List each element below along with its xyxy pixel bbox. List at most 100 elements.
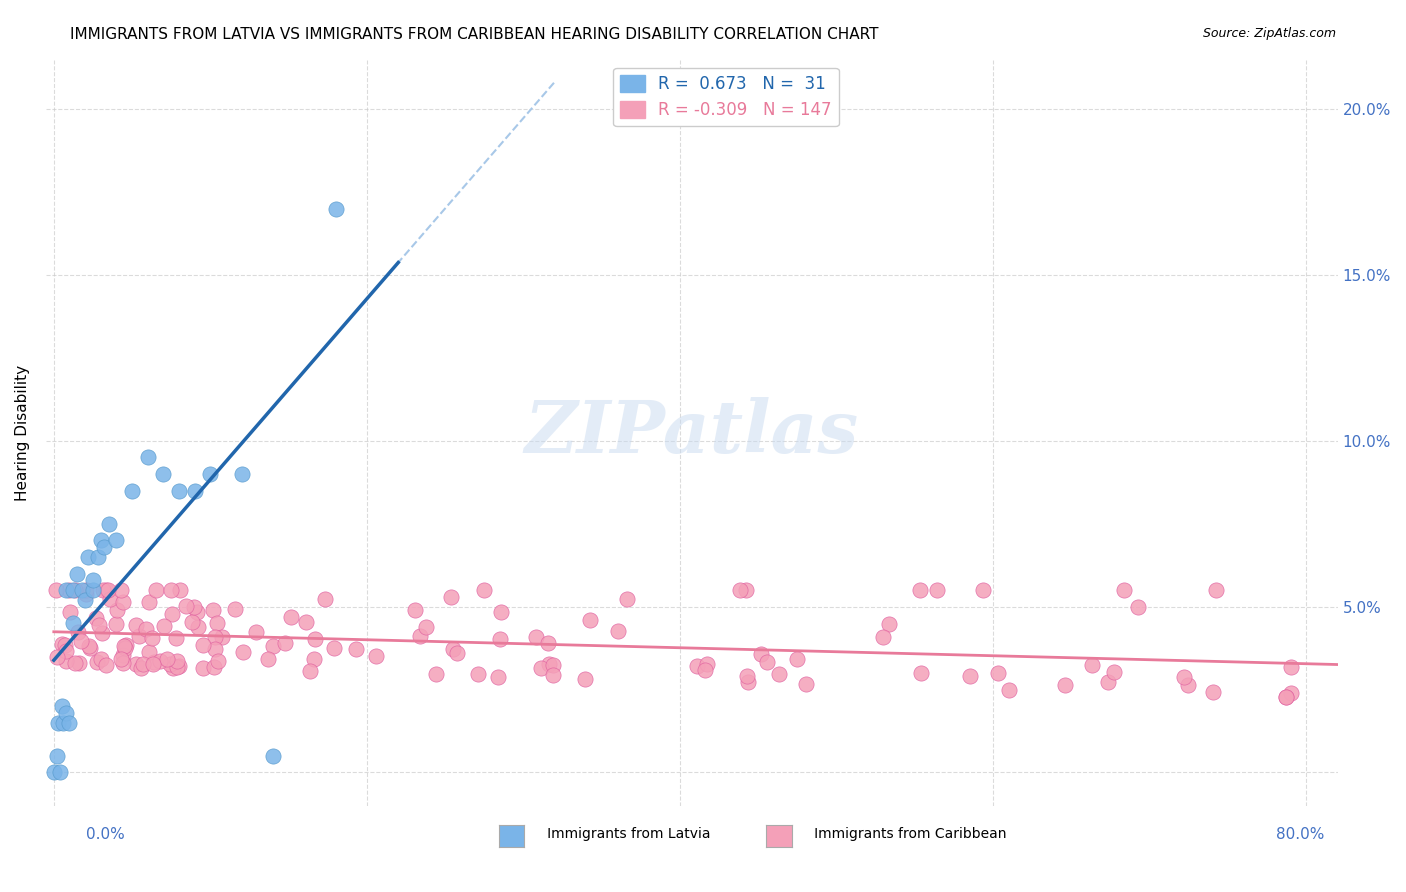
Point — [125, 657, 148, 671]
Point — [537, 636, 560, 650]
Point — [304, 632, 326, 646]
Point — [1114, 583, 1136, 598]
Text: ZIPatlas: ZIPatlas — [524, 397, 859, 468]
Point — [142, 657, 165, 671]
Point — [491, 605, 513, 619]
Point — [232, 645, 254, 659]
Point — [467, 667, 489, 681]
Point — [1177, 678, 1199, 692]
Point — [167, 659, 190, 673]
Point — [55, 644, 77, 658]
Point — [574, 672, 596, 686]
Text: 80.0%: 80.0% — [1277, 827, 1324, 841]
Point — [524, 630, 547, 644]
Point — [97, 516, 120, 531]
Point — [75, 593, 97, 607]
Point — [112, 656, 135, 670]
Point — [298, 664, 321, 678]
Point — [537, 657, 560, 672]
Point — [998, 683, 1021, 698]
Point — [111, 648, 134, 662]
Point — [191, 661, 214, 675]
Point — [62, 616, 84, 631]
Point — [1053, 678, 1076, 692]
Point — [1279, 686, 1302, 700]
Point — [295, 615, 318, 630]
Point — [52, 715, 75, 730]
Point — [440, 590, 463, 604]
Point — [274, 636, 297, 650]
Point — [49, 765, 72, 780]
Point — [93, 540, 115, 554]
Point — [737, 675, 759, 690]
Point — [110, 583, 132, 598]
Point — [786, 652, 808, 666]
Point — [176, 599, 198, 613]
Point — [972, 583, 994, 598]
Point — [70, 634, 93, 648]
Text: 0.0%: 0.0% — [86, 827, 125, 841]
Point — [114, 640, 136, 655]
Point — [530, 661, 553, 675]
Point — [728, 583, 751, 598]
Point — [488, 632, 510, 646]
Point — [97, 583, 120, 598]
Point — [734, 583, 756, 598]
Point — [138, 595, 160, 609]
Point — [169, 583, 191, 598]
Point — [245, 624, 267, 639]
Point — [77, 639, 100, 653]
Point — [607, 624, 630, 639]
Point — [128, 629, 150, 643]
Point — [82, 573, 104, 587]
Point — [186, 605, 208, 619]
Point — [98, 592, 121, 607]
Point — [925, 583, 948, 598]
Point — [1097, 675, 1119, 690]
Point — [486, 670, 509, 684]
Point — [86, 655, 108, 669]
Point — [616, 591, 638, 606]
Point — [46, 649, 69, 664]
Point — [202, 660, 225, 674]
Point — [166, 654, 188, 668]
Point — [90, 625, 112, 640]
Text: Source: ZipAtlas.com: Source: ZipAtlas.com — [1202, 27, 1336, 40]
Point — [121, 483, 143, 498]
Text: IMMIGRANTS FROM LATVIA VS IMMIGRANTS FROM CARIBBEAN HEARING DISABILITY CORRELATI: IMMIGRANTS FROM LATVIA VS IMMIGRANTS FRO… — [70, 27, 879, 42]
Point — [45, 748, 67, 763]
Point — [541, 657, 564, 672]
Point — [425, 667, 447, 681]
Point — [152, 467, 174, 481]
Point — [143, 655, 166, 669]
Point — [685, 659, 707, 673]
Point — [204, 642, 226, 657]
Point — [58, 583, 80, 598]
Point — [79, 641, 101, 656]
Y-axis label: Hearing Disability: Hearing Disability — [15, 365, 30, 500]
Point — [63, 656, 86, 670]
Point — [231, 467, 253, 481]
Point — [53, 638, 76, 652]
Point — [166, 660, 188, 674]
Point — [262, 748, 284, 763]
Point — [1201, 685, 1223, 699]
Point — [55, 706, 77, 720]
Point — [145, 583, 167, 598]
Point — [257, 652, 280, 666]
Point — [280, 610, 302, 624]
Point — [314, 591, 336, 606]
Point — [579, 613, 602, 627]
Point — [90, 651, 112, 665]
Point — [160, 607, 183, 621]
Point — [735, 668, 758, 682]
Point — [910, 583, 932, 598]
Point — [132, 657, 155, 672]
Point — [211, 631, 233, 645]
Point — [112, 595, 135, 609]
Point — [45, 583, 67, 598]
Point — [959, 669, 981, 683]
Point — [910, 666, 932, 681]
Point — [129, 661, 152, 675]
Point — [105, 617, 128, 632]
